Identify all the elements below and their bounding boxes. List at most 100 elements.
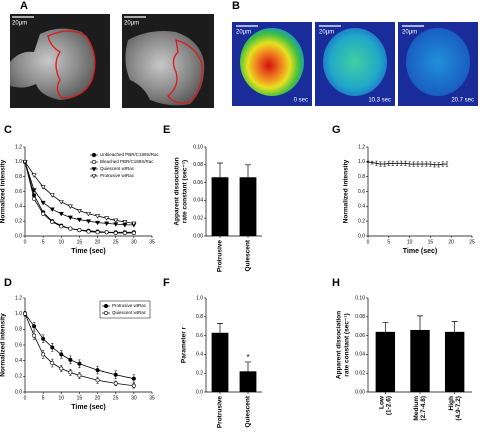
- y-tick-label: 0.08: [193, 162, 203, 168]
- data-point: [77, 373, 82, 378]
- data-point: [32, 333, 37, 338]
- y-tick-label: 0.10: [193, 144, 203, 150]
- bar: [375, 331, 396, 392]
- y-tick-label: 0.02: [355, 371, 365, 377]
- x-tick-label: 20: [95, 239, 101, 245]
- x-tick-label: Medium: [413, 396, 420, 421]
- x-tick-label: 30: [131, 395, 137, 401]
- y-tick-label: 1.0: [358, 159, 365, 165]
- x-tick-label: 0: [24, 395, 27, 401]
- data-point: [92, 160, 97, 165]
- legend-label: Bleached PBR/C189S/Rac: [100, 159, 154, 164]
- series-line: [24, 313, 134, 380]
- y-tick-label: 1.0: [196, 295, 203, 301]
- x-tick-label: 15: [428, 239, 434, 245]
- y-tick-label: 0.08: [355, 314, 365, 320]
- x-tick-label: (2.7-4.8): [420, 396, 427, 421]
- error-bar: [404, 160, 407, 166]
- error-bar: [420, 161, 424, 167]
- series-line: [24, 313, 134, 387]
- x-tick-label: Low: [379, 395, 386, 409]
- data-point: [40, 185, 46, 190]
- panel-letter: F: [163, 277, 170, 289]
- bar: [444, 331, 465, 392]
- y-tick-label: 0.0: [15, 389, 22, 395]
- x-tick-label: 30: [131, 239, 137, 245]
- error-bar: [400, 160, 403, 166]
- x-tick-label: 35: [149, 239, 155, 245]
- data-point: [104, 216, 110, 221]
- data-point: [131, 221, 137, 226]
- data-point: [59, 224, 64, 229]
- x-tick-label: 0: [367, 239, 370, 245]
- error-bar: [433, 162, 436, 168]
- y-tick-label: 0.6: [15, 342, 22, 348]
- cell: [323, 28, 387, 96]
- y-tick-label: 0.10: [355, 295, 365, 301]
- y-tick-label: 1.2: [358, 144, 365, 150]
- y-tick-label: 0.8: [196, 314, 203, 320]
- data-point: [40, 200, 46, 206]
- x-tick-label: 15: [77, 395, 83, 401]
- time-label: 0 sec: [294, 98, 308, 104]
- data-point: [67, 204, 73, 209]
- data-point: [113, 381, 118, 386]
- scale-bar-label: 20μm: [236, 30, 251, 36]
- y-tick-label: 0.4: [15, 358, 22, 364]
- cell: [10, 28, 95, 101]
- scale-bar-label: 20μm: [319, 30, 334, 36]
- error-bar: [416, 161, 420, 167]
- error-bar: [382, 322, 389, 332]
- error-bar: [245, 361, 251, 372]
- y-tick-label: 0.4: [15, 204, 22, 210]
- data-point: [59, 352, 64, 357]
- series-line: [24, 161, 134, 226]
- bar: [410, 329, 430, 392]
- y-tick-label: 0.04: [193, 198, 203, 204]
- panel-letter: B: [232, 0, 240, 12]
- y-tick-label: 1.0: [15, 311, 22, 317]
- y-axis-label: Parameter r: [181, 326, 188, 363]
- x-tick-label: 25: [113, 395, 119, 401]
- y-tick-label: 0.2: [15, 374, 22, 380]
- panel-letter: H: [332, 277, 340, 289]
- legend-label: Quiescent wtRac: [112, 310, 147, 315]
- data-point: [68, 357, 73, 362]
- data-point: [122, 220, 128, 225]
- y-tick-label: 0.0: [358, 233, 365, 239]
- cell: [240, 28, 304, 96]
- error-bar: [395, 160, 399, 166]
- y-tick-label: 1.2: [15, 144, 22, 150]
- data-point: [58, 211, 64, 217]
- data-point: [22, 160, 28, 165]
- y-axis-label: Normalized intensity: [343, 159, 350, 223]
- error-bar: [437, 162, 440, 168]
- y-tick-label: 0.6: [196, 333, 203, 339]
- scale-bar-label: 20μm: [402, 30, 417, 36]
- data-point: [104, 303, 109, 308]
- data-point: [95, 378, 100, 383]
- data-point: [32, 196, 37, 201]
- data-point: [85, 219, 92, 224]
- x-tick-label: 25: [469, 239, 475, 245]
- data-point: [104, 230, 109, 235]
- y-tick-label: 0.04: [355, 352, 365, 358]
- error-bar: [383, 161, 386, 167]
- data-point: [50, 219, 55, 224]
- outline: [47, 30, 96, 99]
- panel-letter: E: [163, 124, 170, 136]
- data-point: [49, 193, 55, 198]
- error-bar: [417, 315, 423, 330]
- data-point: [113, 218, 119, 224]
- bar: [239, 177, 257, 236]
- x-tick-label: Protrusive: [217, 396, 224, 429]
- data-point: [131, 376, 136, 381]
- x-tick-label: 10: [59, 395, 65, 401]
- x-tick-label: 5: [42, 395, 45, 401]
- x-tick-label: (4.9-7.2): [455, 396, 462, 421]
- error-bar: [451, 321, 458, 332]
- bar: [211, 177, 229, 236]
- x-tick-label: Quiescent: [245, 239, 252, 271]
- x-tick-label: Quiescent: [245, 395, 252, 427]
- image-a2: [122, 14, 214, 108]
